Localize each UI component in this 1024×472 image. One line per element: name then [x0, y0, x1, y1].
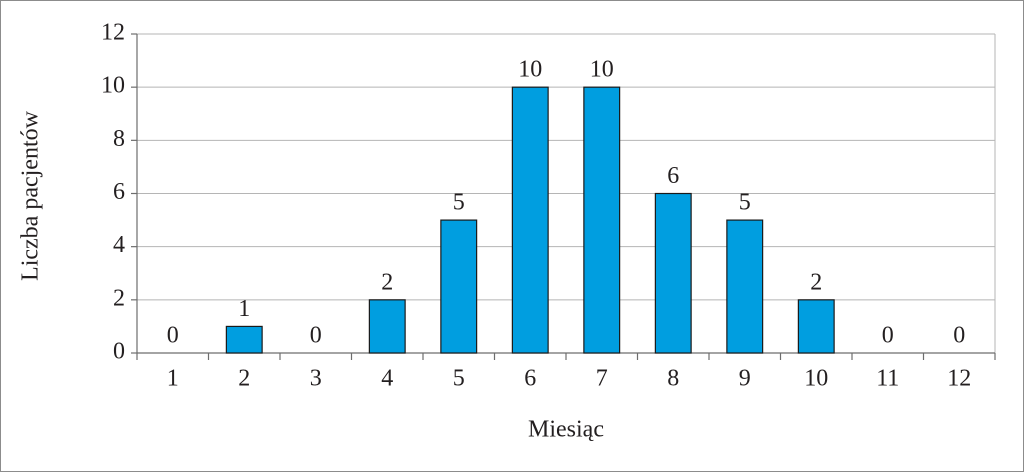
x-tick-label: 6: [524, 366, 536, 392]
bar: [368, 299, 406, 354]
x-tick-label: 5: [453, 366, 465, 392]
y-tick-label: 8: [113, 126, 125, 152]
x-tick-label: 7: [596, 366, 608, 392]
y-tick-label: 6: [113, 179, 125, 205]
y-tick-label: 12: [101, 20, 125, 46]
x-tick-label: 8: [667, 366, 679, 392]
data-label: 0: [953, 323, 965, 349]
x-tick-label: 2: [238, 366, 250, 392]
bar: [440, 219, 478, 354]
x-tick-label: 4: [381, 366, 393, 392]
data-label: 2: [810, 269, 822, 295]
x-tick-label: 9: [739, 366, 751, 392]
x-axis-label: Miesiąc: [528, 417, 604, 443]
bar: [511, 86, 549, 354]
y-tick-label: 4: [113, 232, 125, 258]
data-label: 0: [310, 323, 322, 349]
bar: [225, 325, 263, 354]
bar: [797, 299, 835, 354]
y-tick-label: 10: [101, 73, 125, 99]
bar: [726, 219, 764, 354]
x-tick-label: 10: [804, 366, 828, 392]
data-label: 0: [167, 323, 179, 349]
data-label: 5: [739, 190, 751, 216]
y-axis-label: Liczba pacjentów: [18, 110, 44, 281]
y-tick-label: 0: [113, 339, 125, 365]
x-tick-label: 1: [167, 366, 179, 392]
data-label: 1: [238, 296, 250, 322]
data-label: 10: [590, 57, 614, 83]
data-label: 10: [518, 57, 542, 83]
x-tick-label: 11: [876, 366, 899, 392]
data-label: 2: [381, 269, 393, 295]
bar: [583, 86, 621, 354]
x-tick-label: 3: [310, 366, 322, 392]
data-label: 0: [882, 323, 894, 349]
data-label: 5: [453, 190, 465, 216]
x-tick-label: 12: [947, 366, 971, 392]
y-tick-label: 2: [113, 285, 125, 311]
bar: [654, 192, 692, 354]
data-label: 6: [667, 163, 679, 189]
